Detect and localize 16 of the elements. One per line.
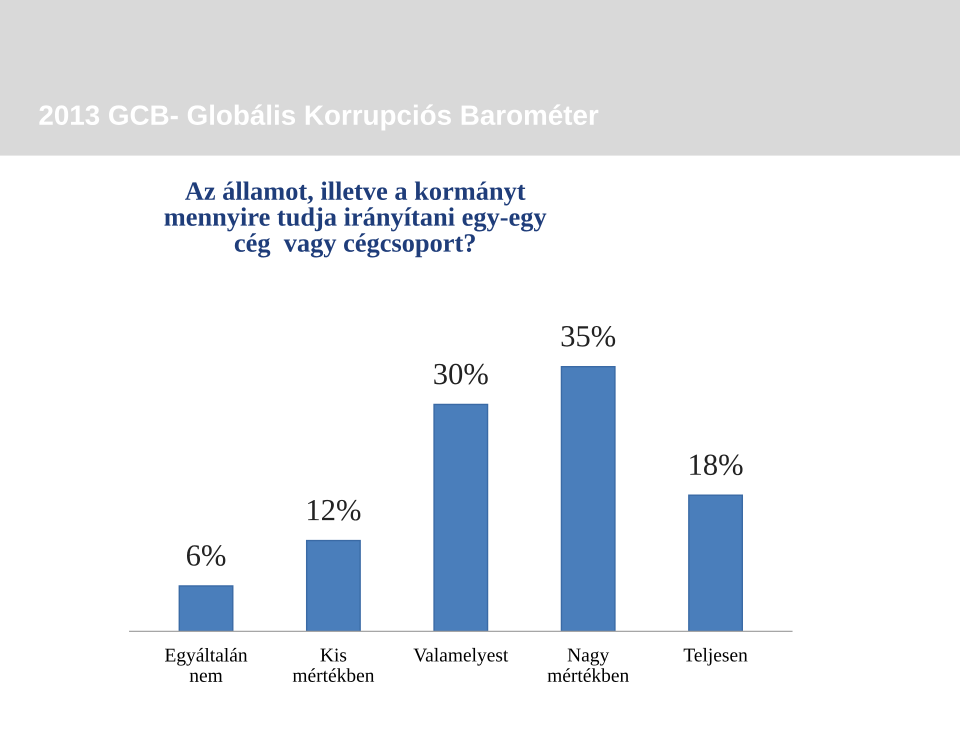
data-label: 35% (562, 326, 616, 347)
bar (433, 404, 488, 632)
x-tick-label: Kis mértékben (292, 648, 374, 682)
data-label: 18% (690, 454, 743, 476)
bar (560, 366, 616, 632)
bar (688, 494, 744, 632)
data-label: 30% (434, 364, 488, 384)
chart-subtitle: Az államot, illetve a kormányt mennyire tudja irányítani egy-egy cég vagy cégcsoport? (164, 181, 546, 258)
data-label: 12% (308, 500, 360, 521)
data-label: 6% (186, 545, 226, 566)
x-tick-label: Egyáltalán nem (165, 648, 248, 682)
bar (178, 585, 234, 632)
bar (306, 540, 361, 632)
x-tick-label: Valamelyest (414, 648, 508, 666)
x-tick-label: Nagy mértékben (548, 648, 629, 682)
x-tick-label: Teljesen (684, 648, 748, 666)
